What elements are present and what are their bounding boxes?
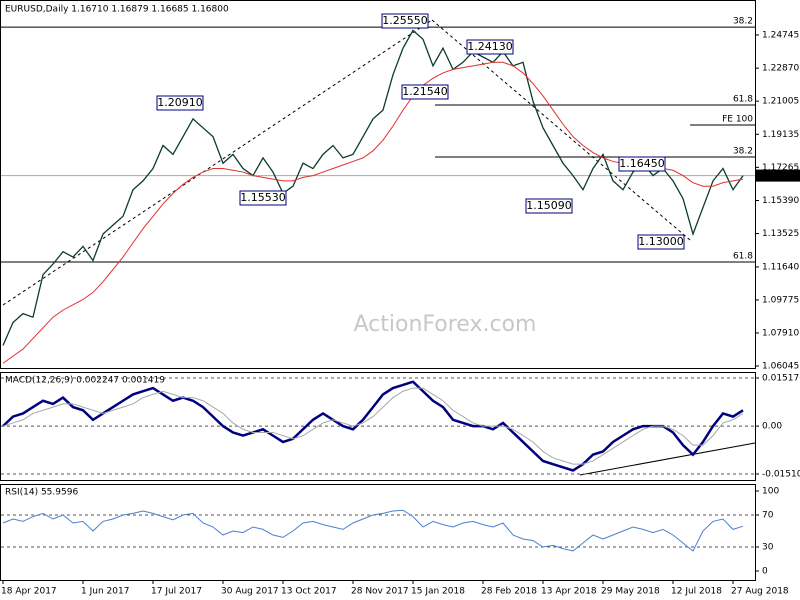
series-line — [2, 509, 744, 552]
annotation-box — [401, 84, 449, 100]
macd-title: MACD(12,26,9) 0.002247 0.001419 — [5, 376, 165, 386]
y-tick-label: 0.00 — [762, 422, 782, 432]
x-tick-label: 17 Jul 2017 — [151, 587, 202, 597]
current-price-box — [756, 169, 800, 182]
current-price-label: 1.16800 — [760, 171, 797, 181]
trend-line — [2, 19, 433, 306]
fib-label: 61.8 — [733, 251, 753, 261]
annotation: 1.20910 — [157, 96, 203, 109]
fib-label: FE 100 — [722, 114, 753, 124]
series-line — [2, 380, 744, 472]
x-tick-label: 28 Feb 2018 — [481, 587, 537, 597]
x-tick-label: 30 Aug 2017 — [221, 587, 279, 597]
y-tick-label: 1.15390 — [762, 196, 799, 206]
annotation-box — [466, 39, 514, 55]
y-tick-label: 70 — [762, 511, 774, 521]
annotation: 1.21540 — [402, 85, 448, 98]
y-tick-label: 1.19135 — [762, 130, 799, 140]
y-tick-label: 1.07910 — [762, 328, 799, 338]
x-tick-label: 12 Jul 2018 — [671, 587, 722, 597]
y-tick-label: -0.015105 — [762, 469, 800, 479]
annotation-box — [381, 13, 429, 29]
annotation-box — [618, 156, 666, 172]
y-tick-label: 1.13525 — [762, 229, 799, 239]
y-tick-label: 0 — [762, 567, 768, 577]
y-tick-label: 1.17265 — [762, 163, 799, 173]
y-tick-label: 1.09775 — [762, 295, 799, 305]
macd-trend-line — [579, 442, 756, 476]
y-tick-label: 100 — [762, 487, 779, 497]
annotation-box — [239, 190, 287, 206]
rsi-panel — [0, 484, 756, 581]
annotation: 1.15090 — [526, 199, 572, 212]
trend-line — [431, 19, 691, 241]
x-tick-label: 13 Oct 2017 — [281, 587, 337, 597]
series-line — [2, 29, 744, 346]
watermark: ActionForex.com — [354, 312, 537, 337]
y-tick-label: 1.11640 — [762, 262, 799, 272]
annotation: 1.25550 — [382, 14, 428, 27]
series-line — [2, 387, 744, 465]
y-tick-label: 0.015176 — [762, 374, 800, 384]
y-tick-label: 1.24745 — [762, 30, 799, 40]
annotation-box — [637, 234, 685, 250]
fib-label: 38.2 — [733, 17, 753, 27]
annotation: 1.13000 — [638, 235, 684, 248]
x-tick-label: 27 Aug 2018 — [731, 587, 789, 597]
y-tick-label: 30 — [762, 543, 774, 553]
annotation: 1.24130 — [467, 40, 513, 53]
y-tick-label: 1.21005 — [762, 97, 799, 107]
annotation-box — [525, 198, 573, 214]
x-tick-label: 29 May 2018 — [601, 587, 660, 597]
annotation: 1.16450 — [619, 157, 665, 170]
fib-label: 38.2 — [733, 147, 753, 157]
y-tick-label: 1.22870 — [762, 64, 799, 74]
price-panel — [0, 0, 756, 369]
x-tick-label: 13 Apr 2018 — [541, 587, 597, 597]
x-tick-label: 28 Nov 2017 — [351, 587, 409, 597]
x-tick-label: 1 Jun 2017 — [81, 587, 129, 597]
x-tick-label: 15 Jan 2018 — [411, 587, 465, 597]
annotation-box — [156, 95, 204, 111]
x-tick-label: 18 Apr 2017 — [1, 587, 57, 597]
y-tick-label: 1.06045 — [762, 361, 799, 371]
fib-label: 61.8 — [733, 94, 753, 104]
annotation: 1.15530 — [240, 191, 286, 204]
chart-title: EURUSD,Daily 1.16710 1.16879 1.16685 1.1… — [5, 5, 229, 15]
rsi-title: RSI(14) 55.9596 — [5, 488, 78, 498]
